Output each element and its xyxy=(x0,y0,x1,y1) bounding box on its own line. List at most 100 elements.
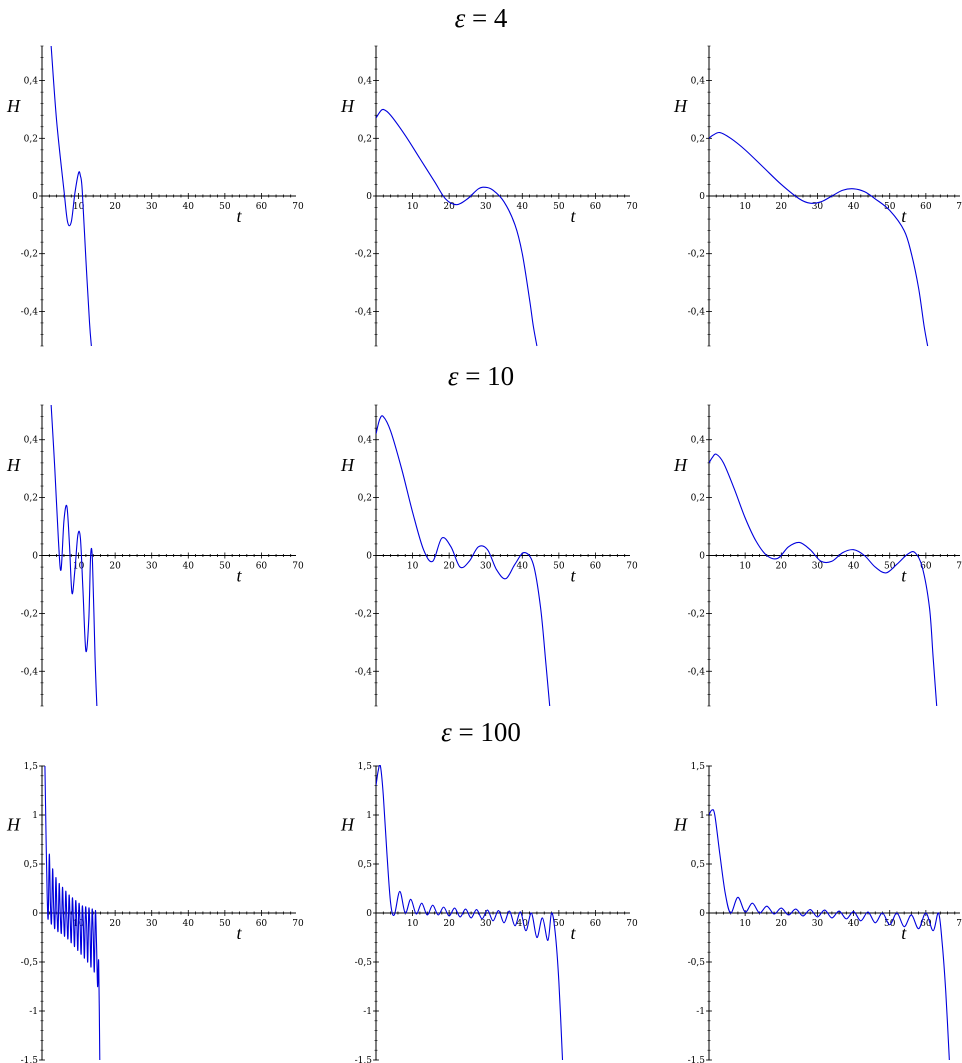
x-tick-label: 10 xyxy=(73,562,85,572)
y-axis-label: H xyxy=(340,455,355,475)
x-tick-label: 60 xyxy=(920,202,932,212)
x-tick-label: 20 xyxy=(443,562,455,572)
x-axis-label: t xyxy=(571,566,577,586)
x-tick-label: 30 xyxy=(480,919,492,929)
x-tick-label: 40 xyxy=(848,202,860,212)
x-tick-label: 20 xyxy=(109,202,121,212)
x-tick-label: 30 xyxy=(812,202,824,212)
row-title-value: = 4 xyxy=(465,3,508,33)
x-tick-label: 40 xyxy=(848,919,860,929)
y-tick-label: 0 xyxy=(32,552,38,562)
y-tick-label: 0 xyxy=(366,192,372,202)
y-tick-label: -0,5 xyxy=(688,958,706,968)
x-tick-label: 20 xyxy=(776,562,788,572)
x-tick-label: 20 xyxy=(443,202,455,212)
x-tick-label: 50 xyxy=(219,202,231,212)
y-tick-label: 0,2 xyxy=(358,134,372,144)
x-tick-label: 70 xyxy=(626,202,638,212)
x-tick-label: 40 xyxy=(517,919,529,929)
y-tick-label: -1,5 xyxy=(21,1056,39,1063)
y-tick-label: 0,2 xyxy=(24,134,38,144)
x-tick-label: 40 xyxy=(183,919,195,929)
x-tick-label: 60 xyxy=(920,919,932,929)
x-tick-label: 20 xyxy=(109,919,121,929)
y-axis-label: H xyxy=(340,815,355,835)
x-tick-label: 20 xyxy=(776,919,788,929)
y-tick-label: -0,2 xyxy=(21,609,38,619)
y-axis-label: H xyxy=(673,455,688,475)
x-tick-label: 20 xyxy=(443,919,455,929)
x-tick-label: 70 xyxy=(626,919,638,929)
row-title-value: = 100 xyxy=(451,717,521,747)
x-tick-label: 20 xyxy=(109,562,121,572)
x-tick-label: 70 xyxy=(626,562,638,572)
y-tick-label: -0,4 xyxy=(21,667,39,677)
series-line xyxy=(376,108,538,347)
x-axis-label: t xyxy=(237,923,243,943)
y-tick-label: 1,5 xyxy=(358,762,373,772)
x-tick-label: 40 xyxy=(517,202,529,212)
epsilon-symbol: ε xyxy=(454,3,466,33)
x-tick-label: 30 xyxy=(146,919,158,929)
y-tick-label: -0,2 xyxy=(688,609,705,619)
y-tick-label: -0,2 xyxy=(355,250,372,260)
y-tick-label: -0,5 xyxy=(355,958,373,968)
series-line xyxy=(709,809,950,1061)
y-tick-label: -1 xyxy=(29,1007,38,1017)
x-axis-label: t xyxy=(237,566,243,586)
y-axis-label: H xyxy=(6,815,21,835)
y-tick-label: 0,5 xyxy=(24,860,39,870)
y-tick-label: -1,5 xyxy=(688,1056,706,1063)
chart-panel: 10 20 30 40 50 60 70 0,4 0,2 0 -0,2 -0,4 Ht xyxy=(673,404,962,707)
series-line xyxy=(376,415,551,707)
y-axis-label: H xyxy=(340,96,355,116)
y-tick-label: 0 xyxy=(32,909,38,919)
row-title-eps-10: ε = 10 xyxy=(0,361,962,392)
x-tick-label: 70 xyxy=(292,919,304,929)
x-tick-label: 10 xyxy=(407,919,419,929)
x-tick-label: 70 xyxy=(956,202,962,212)
y-tick-label: -0,2 xyxy=(688,250,705,260)
x-tick-label: 60 xyxy=(256,202,268,212)
x-tick-label: 10 xyxy=(739,562,751,572)
row-title-eps-100: ε = 100 xyxy=(0,717,962,748)
y-axis-label: H xyxy=(673,96,688,116)
series-line xyxy=(376,765,564,1061)
x-tick-label: 30 xyxy=(812,919,824,929)
x-tick-label: 60 xyxy=(590,919,602,929)
y-tick-label: 1 xyxy=(32,811,38,821)
y-tick-label: -0,4 xyxy=(355,307,373,317)
y-tick-label: -1 xyxy=(696,1007,705,1017)
x-tick-label: 30 xyxy=(146,202,158,212)
x-axis-label: t xyxy=(237,206,243,226)
y-tick-label: 0,4 xyxy=(24,436,39,446)
y-tick-label: -1 xyxy=(363,1007,372,1017)
y-tick-label: -0,4 xyxy=(21,307,39,317)
x-tick-label: 10 xyxy=(407,202,419,212)
y-tick-label: -0,4 xyxy=(688,667,706,677)
y-tick-label: 0 xyxy=(32,192,38,202)
x-tick-label: 20 xyxy=(776,202,788,212)
x-tick-label: 30 xyxy=(480,562,492,572)
x-tick-label: 50 xyxy=(553,202,565,212)
x-tick-label: 60 xyxy=(590,202,602,212)
x-tick-label: 60 xyxy=(256,562,268,572)
y-tick-label: 0 xyxy=(366,909,372,919)
y-axis-label: H xyxy=(6,96,21,116)
x-tick-label: 50 xyxy=(219,919,231,929)
x-axis-label: t xyxy=(901,206,907,226)
epsilon-symbol: ε xyxy=(447,361,459,391)
y-tick-label: -1,5 xyxy=(355,1056,373,1063)
chart-panel: 10 20 30 40 50 60 70 0,4 0,2 0 -0,2 -0,4 Ht xyxy=(6,404,304,707)
y-tick-label: 0,4 xyxy=(358,436,373,446)
chart-panel: 10 20 30 40 50 60 70 0,4 0,2 0 -0,2 -0,4 Ht xyxy=(340,45,638,347)
y-tick-label: 0,2 xyxy=(358,494,372,504)
chart-panel: 10 20 30 40 50 60 70 0,4 0,2 0 -0,2 -0,4 Ht xyxy=(673,45,962,347)
x-tick-label: 70 xyxy=(956,562,962,572)
x-tick-label: 50 xyxy=(553,562,565,572)
x-tick-label: 40 xyxy=(183,202,195,212)
x-tick-label: 70 xyxy=(292,202,304,212)
